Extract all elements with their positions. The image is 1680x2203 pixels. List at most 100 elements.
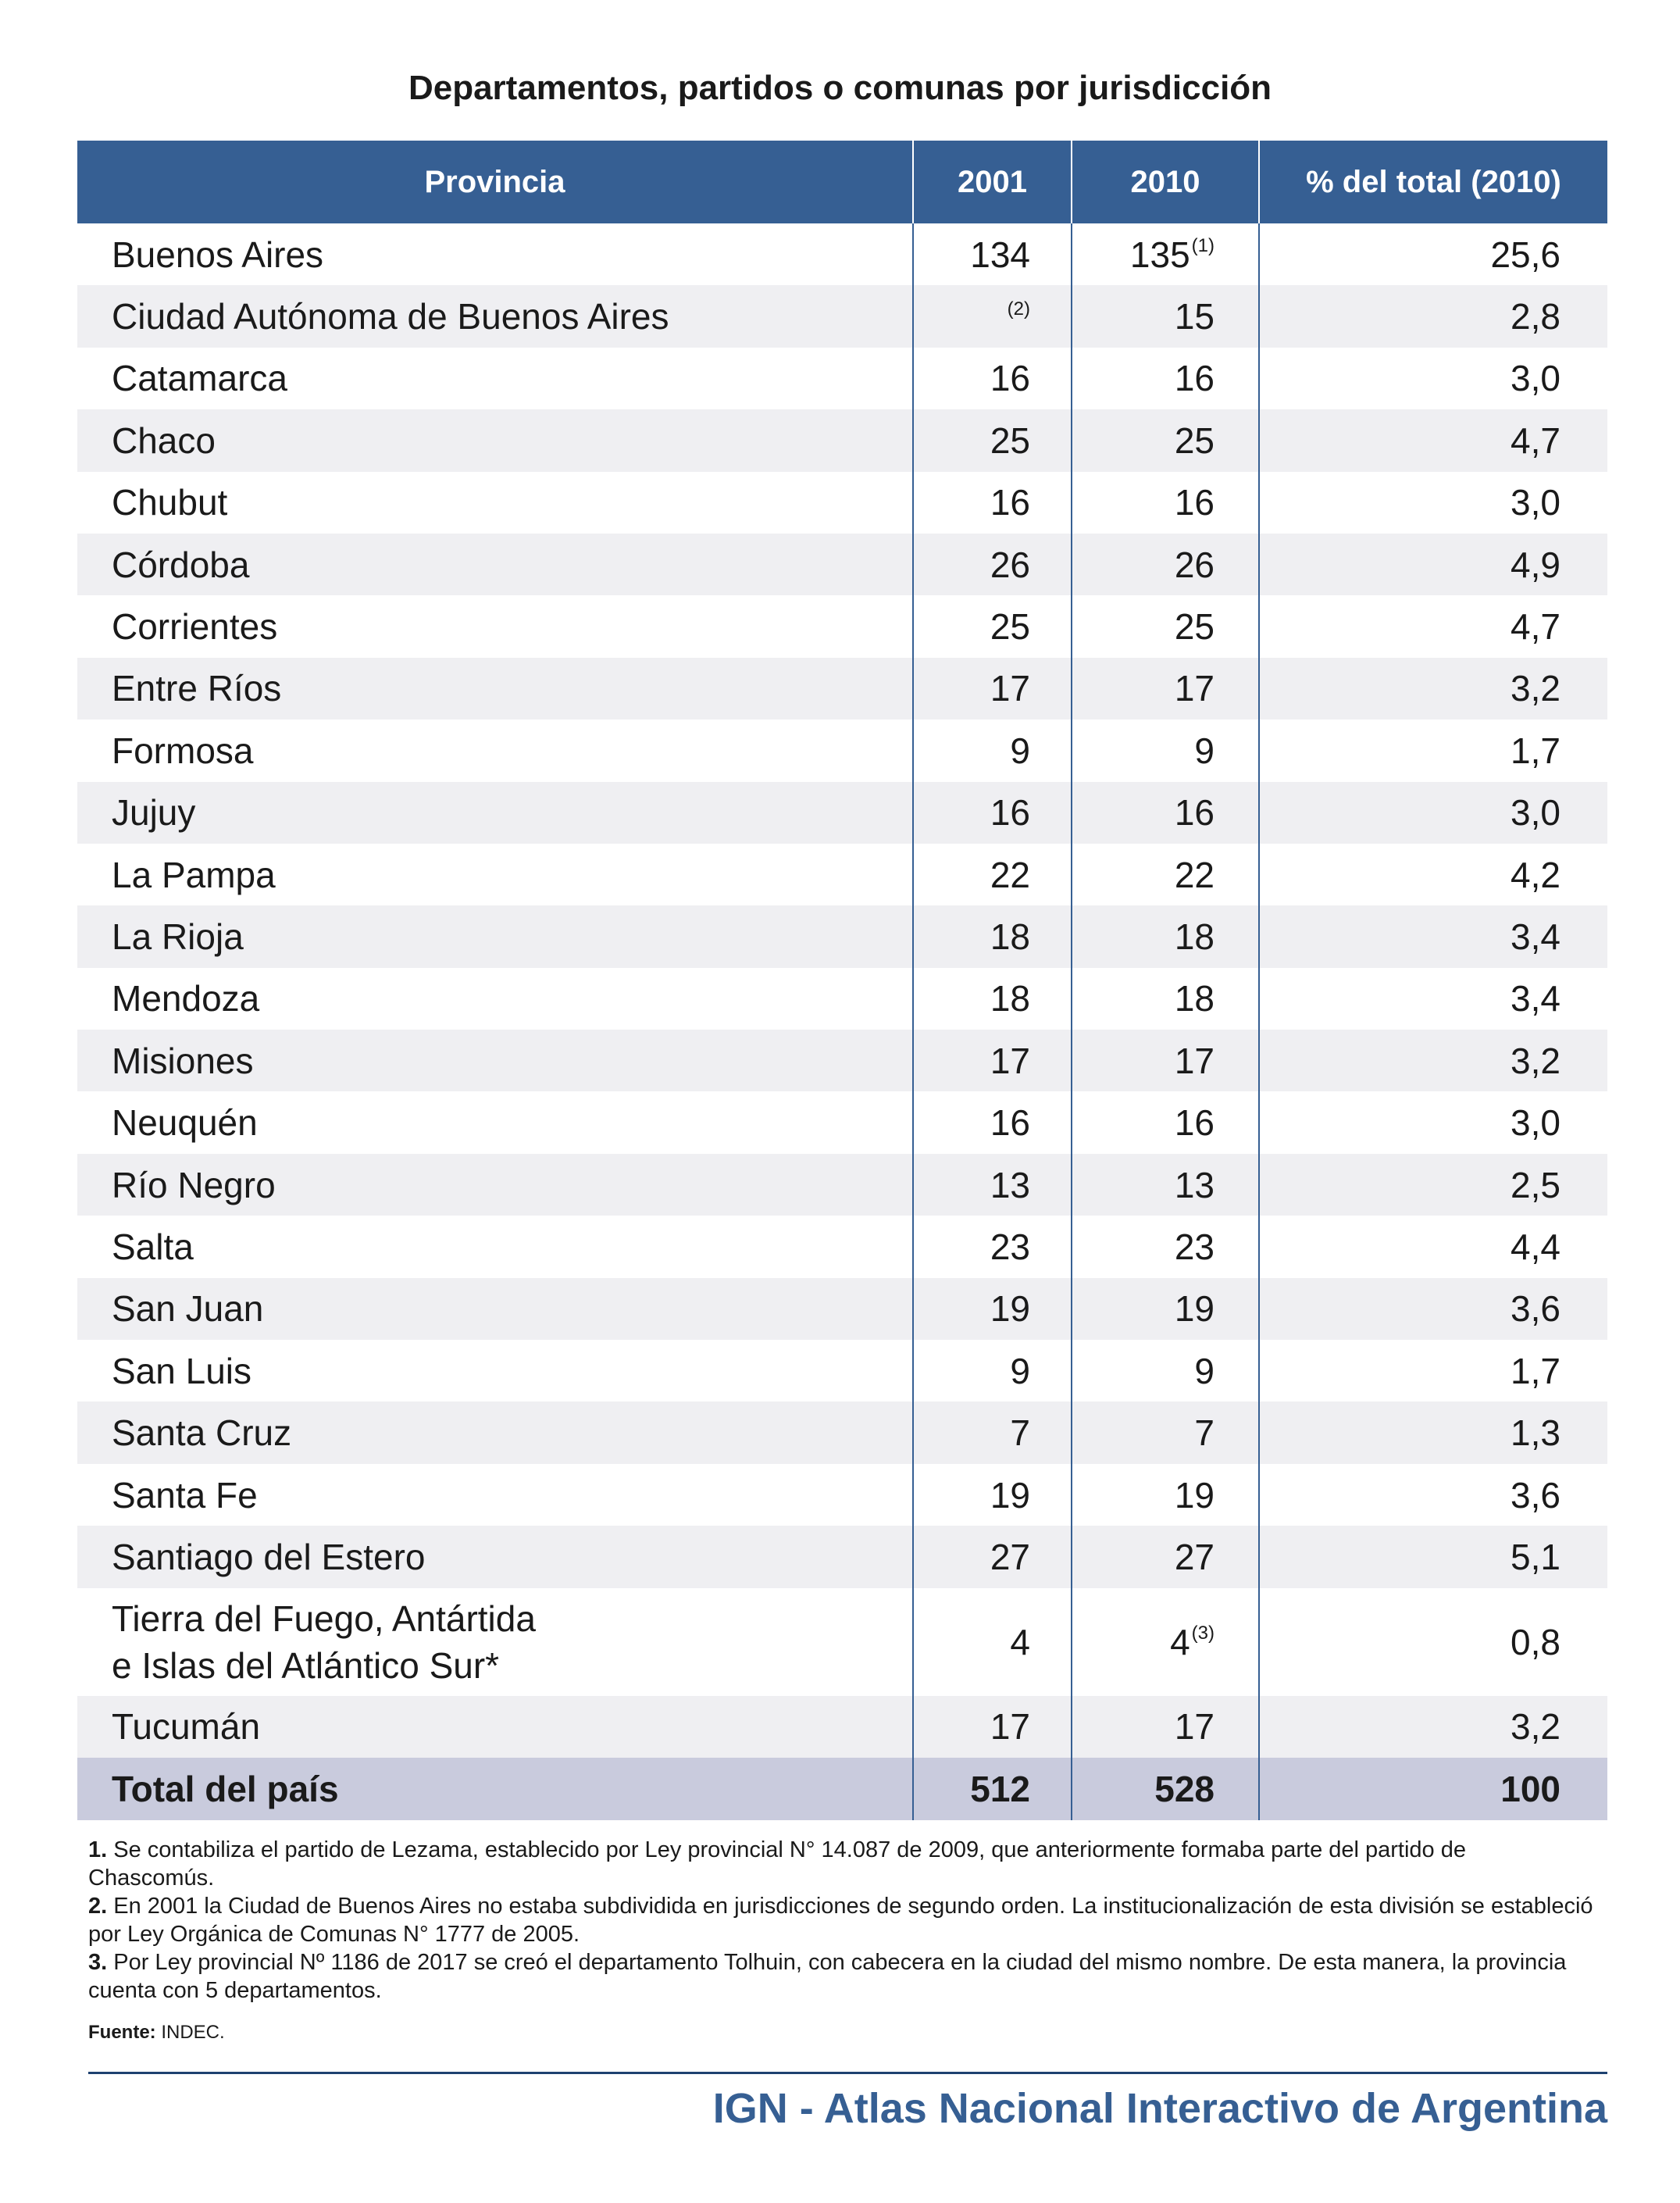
table-row: Río Negro 13 13 2,5 [77, 1153, 1607, 1216]
cell-2010: 4(3) [1071, 1587, 1259, 1696]
cell-2010: 135(1) [1071, 223, 1259, 286]
table-row: San Luis 9 9 1,7 [77, 1340, 1607, 1402]
cell-2001: 4 [912, 1587, 1072, 1696]
cell-pct: 4,7 [1258, 409, 1607, 472]
cell-2010: 19 [1071, 1277, 1259, 1341]
cell-provincia: Tierra del Fuego, Antártida e Islas del A… [112, 1598, 536, 1686]
cell-pct: 1,7 [1258, 719, 1607, 782]
footnotes: 1. Se contabiliza el partido de Lezama, … [88, 1836, 1596, 2005]
cell-provincia: Salta [112, 1226, 194, 1267]
source-value: INDEC. [161, 2022, 225, 2043]
cell-2001: 19 [912, 1277, 1072, 1341]
cell-pct: 2,8 [1258, 285, 1607, 348]
source-label: Fuente: [88, 2022, 156, 2043]
cell-2001: 9 [912, 719, 1072, 782]
cell-2010: 18 [1071, 967, 1259, 1030]
cell-pct: 3,2 [1258, 1695, 1607, 1758]
cell-pct: 3,0 [1258, 781, 1607, 844]
data-table-wrapper: Provincia 2001 2010 % del total (2010) B… [77, 141, 1607, 1820]
cell-pct: 3,4 [1258, 905, 1607, 968]
cell-2001: 23 [912, 1216, 1072, 1278]
cell-provincia: Río Negro [112, 1164, 276, 1205]
total-2001: 512 [912, 1757, 1072, 1820]
cell-pct: 4,2 [1258, 843, 1607, 906]
footnote-2: 2. En 2001 la Ciudad de Buenos Aires no … [88, 1894, 1593, 1947]
cell-2010: 27 [1071, 1526, 1259, 1588]
cell-provincia: Catamarca [112, 358, 287, 399]
cell-provincia: Córdoba [112, 544, 250, 585]
cell-provincia: Neuquén [112, 1102, 258, 1144]
cell-provincia: Tucumán [112, 1706, 261, 1748]
cell-provincia: Ciudad Autónoma de Buenos Aires [112, 296, 669, 337]
cell-2001: 27 [912, 1526, 1072, 1588]
cell-2010: 9 [1071, 719, 1259, 782]
footer-divider [88, 2072, 1607, 2074]
cell-provincia: Misiones [112, 1040, 254, 1081]
cell-2001: 16 [912, 781, 1072, 844]
cell-pct: 3,0 [1258, 471, 1607, 534]
cell-2010: 16 [1071, 781, 1259, 844]
cell-pct: 4,9 [1258, 533, 1607, 596]
footer-brand: IGN - Atlas Nacional Interactivo de Arge… [712, 2085, 1607, 2132]
cell-2010: 16 [1071, 471, 1259, 534]
table-row: Tierra del Fuego, Antártida e Islas del A… [77, 1587, 1607, 1696]
cell-pct: 3,6 [1258, 1463, 1607, 1526]
cell-2001: 18 [912, 967, 1072, 1030]
table-row: Mendoza 18 18 3,4 [77, 967, 1607, 1030]
table-row: Corrientes 25 25 4,7 [77, 595, 1607, 658]
table-row: Santa Cruz 7 7 1,3 [77, 1401, 1607, 1464]
table-row: Ciudad Autónoma de Buenos Aires (2) 15 2,8 [77, 285, 1607, 348]
table-row: Neuquén 16 16 3,0 [77, 1091, 1607, 1154]
total-2010: 528 [1071, 1757, 1259, 1820]
header-2010: 2010 [1071, 141, 1259, 223]
cell-2001: 26 [912, 533, 1072, 596]
cell-provincia: Santiago del Estero [112, 1536, 426, 1577]
table-total-row: Total del país 512 528 100 [77, 1757, 1607, 1820]
cell-2010: 16 [1071, 347, 1259, 410]
footnote-1: 1. Se contabiliza el partido de Lezama, … [88, 1837, 1466, 1891]
cell-2010: 13 [1071, 1153, 1259, 1216]
cell-2010: 17 [1071, 657, 1259, 720]
table-row: La Pampa 22 22 4,2 [77, 843, 1607, 906]
table-row: Chubut 16 16 3,0 [77, 471, 1607, 534]
cell-2001: 22 [912, 843, 1072, 906]
cell-2010: 19 [1071, 1463, 1259, 1526]
total-label: Total del país [112, 1768, 339, 1809]
table-row: Entre Ríos 17 17 3,2 [77, 657, 1607, 720]
table-row: Santiago del Estero 27 27 5,1 [77, 1526, 1607, 1588]
cell-2001: 19 [912, 1463, 1072, 1526]
cell-pct: 4,4 [1258, 1216, 1607, 1278]
cell-2001: 17 [912, 1030, 1072, 1092]
cell-2001: 9 [912, 1340, 1072, 1402]
table-row: Santa Fe 19 19 3,6 [77, 1463, 1607, 1526]
cell-2001: 16 [912, 1091, 1072, 1154]
table-row: Formosa 9 9 1,7 [77, 719, 1607, 782]
cell-pct: 4,7 [1258, 595, 1607, 658]
cell-provincia: Corrientes [112, 606, 278, 648]
cell-2010: 23 [1071, 1216, 1259, 1278]
cell-provincia: Santa Cruz [112, 1412, 292, 1454]
source-line: Fuente: INDEC. [88, 2022, 225, 2044]
cell-pct: 3,2 [1258, 1030, 1607, 1092]
cell-2001: 13 [912, 1153, 1072, 1216]
cell-2010: 22 [1071, 843, 1259, 906]
cell-2010: 17 [1071, 1030, 1259, 1092]
cell-pct: 3,0 [1258, 347, 1607, 410]
cell-2010: 16 [1071, 1091, 1259, 1154]
cell-2001: 7 [912, 1401, 1072, 1464]
cell-pct: 3,6 [1258, 1277, 1607, 1341]
table-row: La Rioja 18 18 3,4 [77, 905, 1607, 968]
header-provincia: Provincia [424, 164, 565, 199]
cell-pct: 3,0 [1258, 1091, 1607, 1154]
cell-provincia: Buenos Aires [112, 234, 324, 275]
cell-2001: 16 [912, 347, 1072, 410]
cell-provincia: San Juan [112, 1288, 264, 1330]
cell-pct: 2,5 [1258, 1153, 1607, 1216]
footnote-marker: (3) [1191, 1622, 1215, 1644]
cell-provincia: Mendoza [112, 978, 260, 1019]
footnote-3: 3. Por Ley provincial Nº 1186 de 2017 se… [88, 1950, 1567, 2003]
table-row: San Juan 19 19 3,6 [77, 1277, 1607, 1341]
cell-provincia: La Rioja [112, 916, 244, 957]
cell-2001: 25 [912, 409, 1072, 472]
table-row: Jujuy 16 16 3,0 [77, 781, 1607, 844]
